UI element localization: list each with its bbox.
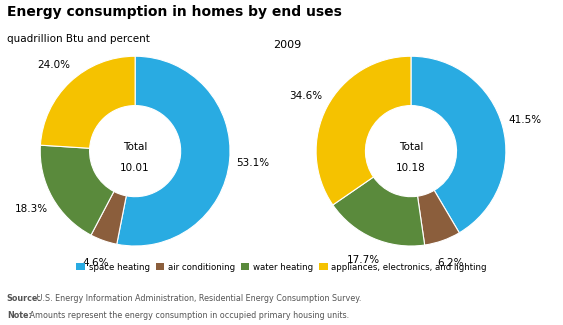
- Text: 53.1%: 53.1%: [236, 158, 270, 168]
- Text: 10.01: 10.01: [120, 163, 150, 173]
- Text: 6.2%: 6.2%: [437, 258, 464, 268]
- Wedge shape: [411, 56, 506, 233]
- Text: 18.3%: 18.3%: [15, 204, 48, 214]
- Legend: space heating, air conditioning, water heating, appliances, electronics, and lig: space heating, air conditioning, water h…: [73, 259, 490, 275]
- Text: 4.6%: 4.6%: [82, 258, 109, 268]
- Text: 24.0%: 24.0%: [37, 60, 70, 70]
- Wedge shape: [418, 190, 459, 245]
- Text: 41.5%: 41.5%: [509, 115, 542, 125]
- Text: quadrillion Btu and percent: quadrillion Btu and percent: [7, 34, 150, 44]
- Wedge shape: [91, 191, 126, 244]
- Wedge shape: [316, 56, 411, 205]
- Text: 17.7%: 17.7%: [347, 255, 380, 265]
- Text: Total: Total: [399, 142, 423, 152]
- Text: U.S. Energy Information Administration, Residential Energy Consumption Survey.: U.S. Energy Information Administration, …: [34, 294, 361, 303]
- Text: 2009: 2009: [274, 40, 302, 50]
- Text: Source:: Source:: [7, 294, 42, 303]
- Wedge shape: [40, 145, 114, 235]
- Text: Note:: Note:: [7, 311, 32, 320]
- Text: Energy consumption in homes by end uses: Energy consumption in homes by end uses: [7, 5, 342, 19]
- Wedge shape: [333, 177, 425, 246]
- Text: 34.6%: 34.6%: [289, 91, 323, 101]
- Text: 10.18: 10.18: [396, 163, 426, 173]
- Wedge shape: [117, 56, 230, 246]
- Wedge shape: [41, 56, 135, 148]
- Text: Total: Total: [123, 142, 148, 152]
- Text: Amounts represent the energy consumption in occupied primary housing units.: Amounts represent the energy consumption…: [27, 311, 349, 320]
